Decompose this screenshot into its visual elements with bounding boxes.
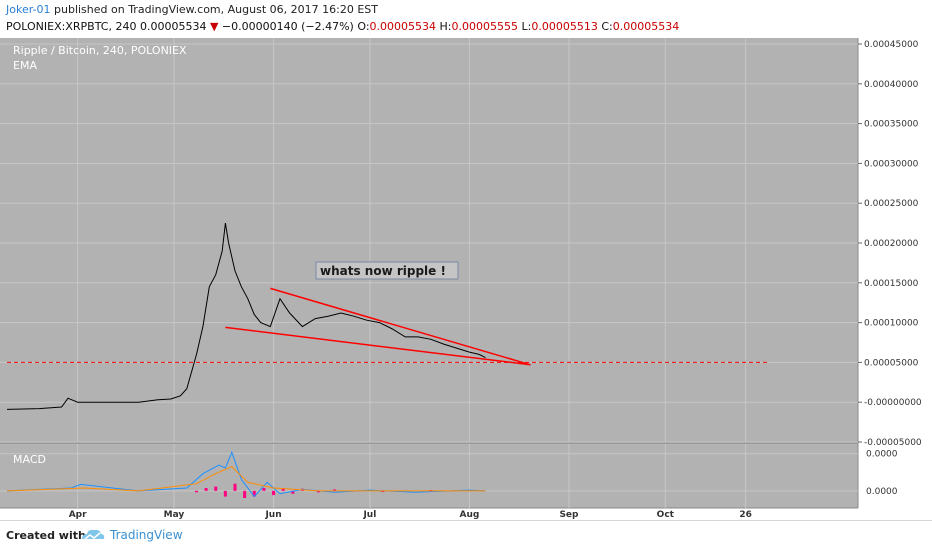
price-tick-label: 0.00015000 — [864, 279, 919, 289]
trendline — [270, 287, 531, 366]
created-with-label: Created with — [6, 529, 86, 542]
price-tick-label: 0.00025000 — [864, 199, 919, 209]
time-tick-label: Aug — [460, 510, 480, 520]
time-tick-label: Oct — [657, 510, 675, 520]
time-tick-label: Jun — [264, 510, 281, 520]
time-axis-background — [0, 508, 932, 520]
price-tick-label: 0.00040000 — [864, 80, 919, 90]
chart-canvas[interactable]: 0.00045000 0.00040000 0.00035000 0.00030000… — [0, 38, 932, 520]
time-tick-label: May — [164, 510, 185, 520]
main-grid — [0, 38, 858, 443]
ohlc-line: POLONIEX:XRPBTC, 240 0.00005534 ▼ −0.000… — [6, 20, 679, 33]
macd-histogram-bar — [252, 490, 256, 497]
down-arrow-icon: ▼ — [209, 20, 219, 33]
open-value: 0.00005534 — [369, 20, 437, 33]
price-change: −0.00000140 (−2.47%) — [221, 20, 354, 33]
macd-histogram-bar — [204, 488, 208, 491]
publish-line: Joker-01 published on TradingView.com, A… — [6, 3, 378, 16]
tradingview-brand[interactable]: TradingView — [110, 528, 183, 542]
macd-histogram-bar — [262, 488, 266, 491]
macd-histogram-bar — [381, 490, 385, 492]
annotation-text: whats now ripple ! — [320, 264, 446, 278]
annotation-box[interactable]: whats now ripple ! — [315, 261, 459, 280]
high-value: 0.00005555 — [451, 20, 518, 33]
price-tick-label: 0.00005000 — [864, 358, 919, 368]
macd-tick-label: 0.0000 — [866, 487, 898, 497]
low-value: 0.00005513 — [531, 20, 598, 33]
macd-histogram-bar — [214, 486, 218, 491]
published-text: published on TradingView.com, August 06,… — [50, 3, 378, 16]
ema-indicator-label: EMA — [13, 59, 37, 72]
symbol-label: POLONIEX:XRPBTC, 240 — [6, 20, 137, 33]
price-axis-labels: 0.00045000 0.00040000 0.00035000 0.00030000… — [858, 40, 922, 448]
chart-header: Joker-01 published on TradingView.com, A… — [0, 0, 932, 39]
macd-histogram-bar — [272, 490, 276, 496]
chart-title: Ripple / Bitcoin, 240, POLONIEX — [13, 44, 187, 57]
signal-series-line — [6, 466, 486, 492]
time-axis-labels: Apr May Jun Jul Aug Sep Oct 26 — [69, 510, 752, 520]
time-tick-label: Jul — [362, 510, 376, 520]
macd-histogram-bar — [333, 489, 337, 491]
price-tick-label: 0.00030000 — [864, 159, 919, 169]
open-label: O: — [357, 20, 370, 33]
macd-histogram-bar — [223, 490, 227, 497]
macd-histogram — [194, 483, 433, 498]
last-price: 0.00005534 — [139, 20, 207, 33]
macd-histogram-bar — [316, 490, 320, 493]
price-tick-label: -0.00005000 — [864, 438, 922, 448]
pane-separator — [0, 442, 858, 444]
macd-histogram-bar — [243, 490, 247, 498]
macd-indicator-label: MACD — [13, 453, 46, 466]
price-axis-background — [858, 38, 932, 520]
close-label: C: — [601, 20, 613, 33]
macd-histogram-bar — [291, 490, 295, 494]
low-label: L: — [521, 20, 532, 33]
footer: Created with TradingView — [0, 520, 932, 551]
macd-axis-labels: 0.0000 0.0000 — [866, 450, 898, 497]
price-tick-label: -0.00000000 — [864, 398, 922, 408]
time-tick-label: Apr — [69, 510, 87, 520]
author-link[interactable]: Joker-01 — [6, 3, 51, 16]
time-tick-label: 26 — [739, 510, 752, 520]
price-tick-label: 0.00045000 — [864, 40, 919, 50]
price-tick-label: 0.00020000 — [864, 239, 919, 249]
close-value: 0.00005534 — [612, 20, 680, 33]
annotation-background — [315, 261, 459, 280]
tradingview-cloud-logo-icon — [82, 529, 105, 540]
high-label: H: — [439, 20, 452, 33]
price-tick-label: 0.00010000 — [864, 319, 919, 329]
macd-histogram-bar — [281, 488, 285, 491]
price-series-line — [6, 223, 486, 410]
trendlines[interactable] — [225, 287, 531, 366]
macd-tick-label: 0.0000 — [866, 450, 898, 460]
price-tick-label: 0.00035000 — [864, 120, 919, 130]
trendline — [225, 326, 531, 366]
macd-histogram-bar — [233, 483, 237, 491]
time-tick-label: Sep — [559, 510, 579, 520]
macd-histogram-bar — [194, 490, 198, 493]
